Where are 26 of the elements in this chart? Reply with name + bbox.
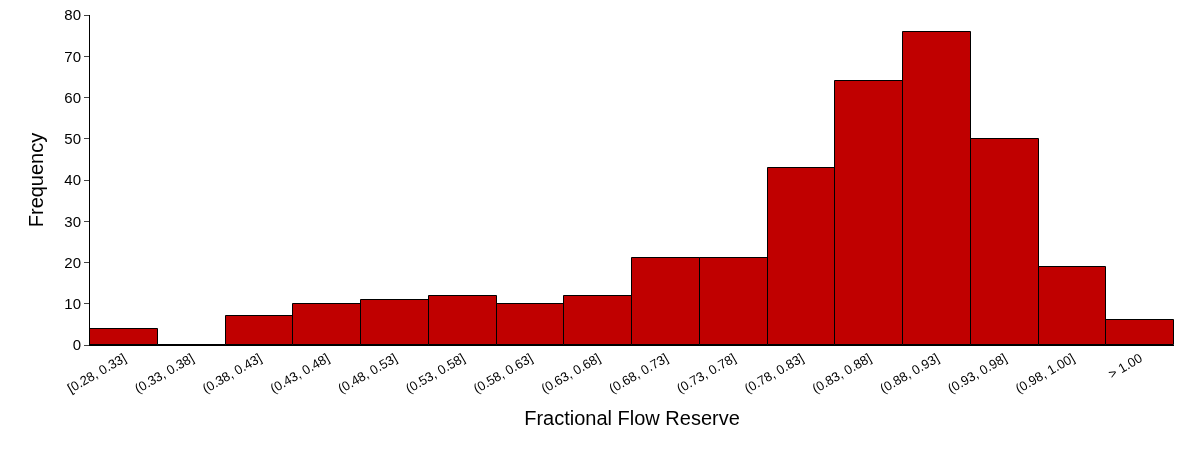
y-tick-label: 70: [64, 47, 81, 65]
x-tick-label: (0.98, 1.00]: [1012, 350, 1078, 397]
x-tick-label: (0.43, 0.48]: [267, 350, 332, 397]
y-tick-label: 20: [64, 253, 81, 271]
y-tick-label: 60: [64, 88, 81, 106]
x-tick-label: (0.93, 0.98]: [944, 350, 1010, 397]
y-tick-label: 10: [64, 295, 81, 312]
y-tick-label: 0: [72, 336, 81, 354]
x-tick-label: (0.83, 0.88]: [809, 350, 874, 397]
x-tick-label: (0.78, 0.83]: [741, 350, 807, 397]
y-tick-label: 80: [64, 6, 81, 24]
y-tick-label: 40: [64, 171, 81, 189]
x-tick-label: > 1.00: [1105, 350, 1145, 382]
y-tick-label: 30: [64, 212, 81, 230]
y-axis-title: Frequency: [24, 132, 47, 228]
x-tick-label: (0.38, 0.43]: [199, 350, 265, 397]
x-tick-label: (0.33, 0.38]: [131, 350, 197, 397]
x-tick-label: (0.88, 0.93]: [877, 350, 942, 397]
x-tick-label: (0.53, 0.58]: [402, 350, 468, 397]
x-tick-label: (0.68, 0.73]: [606, 350, 671, 397]
x-tick-label: (0.48, 0.53]: [335, 350, 400, 397]
x-tick-label: (0.63, 0.68]: [538, 350, 603, 397]
y-tick-label: 50: [64, 130, 81, 147]
x-tick-label: (0.73, 0.78]: [673, 350, 739, 397]
x-tick-label: (0.58, 0.63]: [470, 350, 536, 397]
x-axis-title: Fractional Flow Reserve: [524, 406, 740, 429]
